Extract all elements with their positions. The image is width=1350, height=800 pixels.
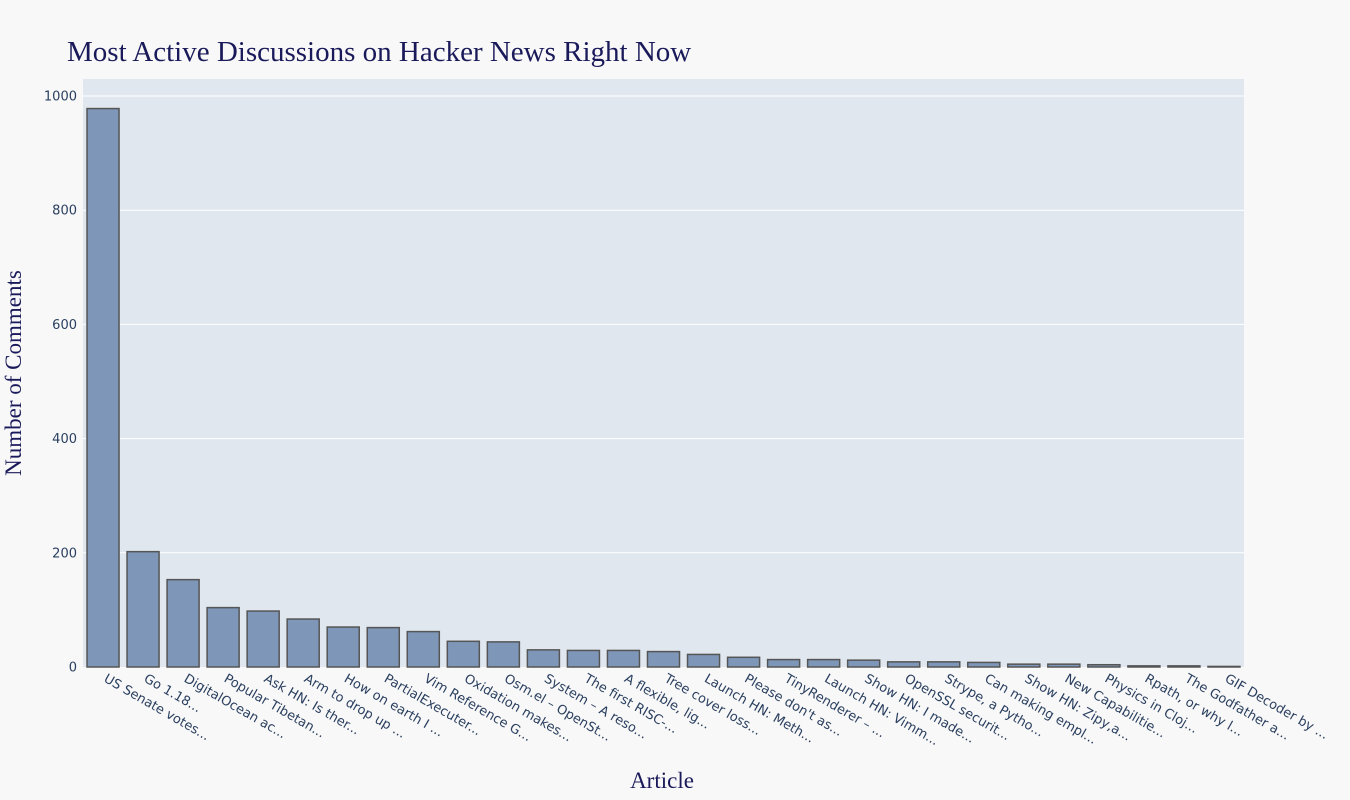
bar (246, 610, 280, 668)
y-tick-label: 1000 (44, 90, 77, 105)
y-tick-label: 600 (52, 318, 77, 333)
bar (486, 641, 521, 668)
chart-title: Most Active Discussions on Hacker News R… (67, 36, 691, 68)
bar (86, 107, 120, 668)
bar (566, 649, 601, 668)
bar (1127, 665, 1161, 668)
bar (1207, 665, 1241, 668)
bar (1167, 665, 1201, 668)
bar (526, 649, 561, 668)
y-axis-ticks: 0 200 400 600 800 1000 (44, 90, 77, 676)
plot-area (83, 79, 1244, 667)
bar (606, 649, 641, 668)
bar (446, 640, 481, 668)
bar (646, 650, 681, 668)
bar (766, 658, 801, 668)
bar (1087, 663, 1121, 668)
gridlines (83, 95, 1244, 554)
y-tick-label: 0 (69, 661, 77, 676)
bar (126, 550, 160, 668)
bar (967, 661, 1001, 668)
bar (166, 578, 200, 668)
y-axis-label: Number of Comments (1, 270, 26, 476)
bar (366, 626, 401, 668)
bar (286, 618, 320, 668)
bar (886, 661, 921, 668)
bar (846, 659, 881, 668)
bar (406, 630, 441, 668)
y-tick-label: 400 (52, 432, 77, 447)
bar (1007, 663, 1041, 668)
x-axis-label: Article (630, 768, 694, 793)
bar (206, 606, 240, 668)
bar (726, 656, 761, 668)
bar (806, 658, 841, 668)
bar (926, 661, 961, 668)
x-axis-ticks: US Senate votes...Go 1.18...DigitalOcean… (101, 671, 1331, 749)
y-tick-label: 200 (52, 546, 77, 561)
bar (686, 653, 721, 668)
y-tick-label: 800 (52, 204, 77, 219)
bar (326, 626, 360, 668)
bar (1047, 663, 1081, 668)
bars (86, 107, 1241, 668)
